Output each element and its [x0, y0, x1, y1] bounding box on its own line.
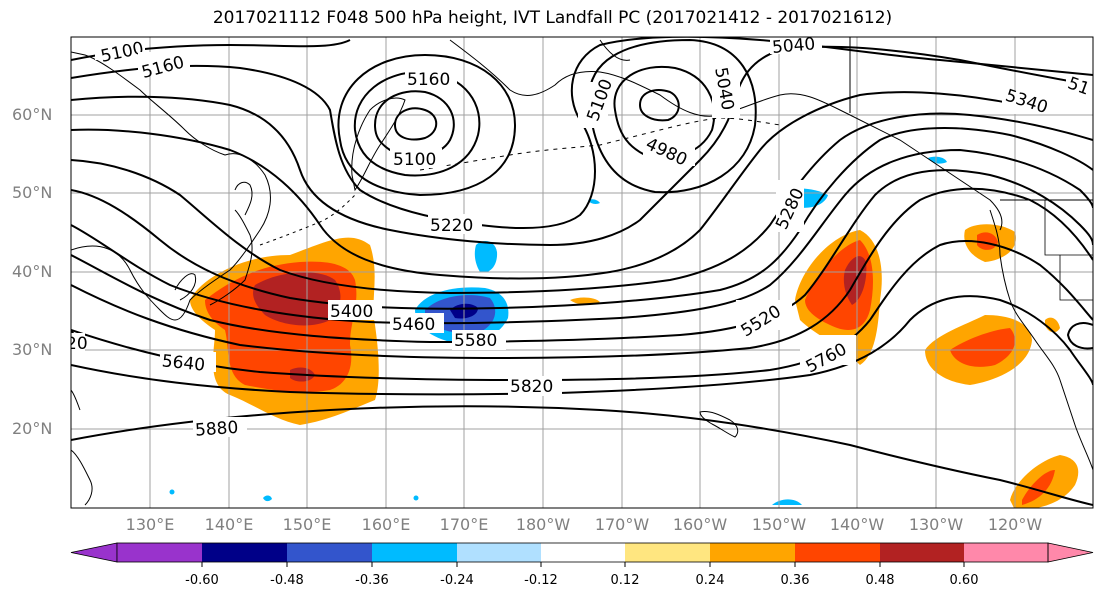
- map-title: 2017021112 F048 500 hPa height, IVT Land…: [212, 8, 893, 28]
- contour-label: 5880: [194, 418, 239, 441]
- colorbar-tick-label: 0.12: [610, 573, 640, 588]
- lat-label-50n: 50°N: [12, 183, 53, 202]
- lon-label: 170°E: [439, 515, 489, 534]
- colorbar-segment: [117, 543, 202, 562]
- colorbar-extend-max: [1047, 542, 1094, 563]
- colorbar-segment: [372, 543, 457, 562]
- lon-label: 170°W: [594, 515, 650, 534]
- colorbar-segment: [710, 543, 795, 562]
- colorbar-segment: [625, 543, 710, 562]
- lat-label-20n: 20°N: [12, 419, 53, 438]
- colorbar-segment: [964, 543, 1048, 562]
- colorbar-segment: [541, 543, 625, 562]
- contour-label: 5460: [392, 315, 435, 335]
- colorbar-tick-label: 0.48: [865, 573, 895, 588]
- contour-label: 5220: [430, 216, 473, 236]
- contour-labels: 5100 5160 5160 5100 5040 5100 5040 4980 …: [66, 34, 1093, 441]
- colorbar-tick-label: 0.36: [780, 573, 810, 588]
- colorbar-segment: [202, 543, 287, 562]
- lon-label: 140°W: [829, 515, 885, 534]
- map-border: [70, 36, 1094, 509]
- contour-label: 5820: [510, 377, 553, 397]
- colorbar-segment: [287, 543, 372, 562]
- contour-label: 5580: [454, 331, 497, 351]
- lon-label: 160°E: [361, 515, 411, 534]
- colorbar-tick-label: 0.24: [695, 573, 725, 588]
- colorbar: [70, 542, 1094, 567]
- colorbar-tick-label: -0.12: [524, 573, 558, 588]
- lon-label: 160°W: [672, 515, 728, 534]
- contour-label: 5100: [393, 150, 436, 170]
- lon-label: 150°E: [282, 515, 332, 534]
- contour-label: 5640: [161, 351, 206, 375]
- colorbar-tick-label: 0.60: [949, 573, 979, 588]
- contour-label: 5400: [330, 302, 373, 322]
- colorbar-tick-label: -0.36: [355, 573, 389, 588]
- lon-label: 180°W: [515, 515, 571, 534]
- contour-label: 20: [66, 334, 88, 354]
- lon-label: 130°W: [908, 515, 964, 534]
- colorbar-tick-label: -0.60: [185, 573, 219, 588]
- lat-label-30n: 30°N: [12, 340, 53, 359]
- colorbar-segment: [880, 543, 964, 562]
- colorbar-tick-label: -0.24: [440, 573, 474, 588]
- lon-label: 130°E: [125, 515, 175, 534]
- colorbar-segment: [457, 543, 541, 562]
- colorbar-tick-label: -0.48: [270, 573, 304, 588]
- contour-label: 5040: [771, 34, 816, 58]
- lat-label-60n: 60°N: [12, 105, 53, 124]
- lon-label: 150°W: [751, 515, 807, 534]
- contour-label: 5160: [407, 70, 450, 90]
- colorbar-segment: [795, 543, 880, 562]
- lon-label: 120°W: [987, 515, 1043, 534]
- colorbar-extend-min: [70, 542, 118, 563]
- height-contours: [71, 37, 1093, 506]
- lon-label: 140°E: [204, 515, 254, 534]
- lat-label-40n: 40°N: [12, 262, 53, 281]
